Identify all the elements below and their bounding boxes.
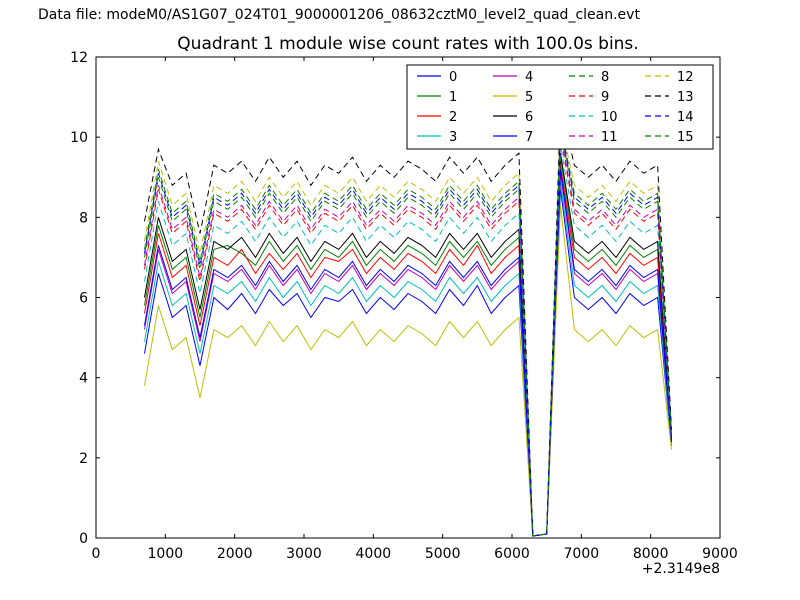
legend-item-14: 14 [645,110,694,125]
legend-label: 1 [449,90,457,105]
legend-label: 10 [601,110,618,125]
legend-item-0: 0 [417,70,457,85]
legend-label: 2 [449,110,457,125]
series-line-11 [144,133,672,537]
legend-item-10: 10 [569,110,618,125]
series-line-1 [144,157,672,537]
legend-label: 14 [677,110,694,125]
legend-label: 0 [449,70,457,85]
x-tick-label: 3000 [286,546,322,562]
data-file-header: Data file: modeM0/AS1G07_024T01_90000012… [38,7,640,23]
series-line-5 [144,205,672,537]
legend-item-1: 1 [417,90,457,105]
y-tick-label: 2 [79,451,88,467]
x-tick-label: 0 [92,546,101,562]
legend-item-12: 12 [645,70,694,85]
series-line-13 [144,104,672,537]
legend-label: 12 [677,70,694,85]
x-tick-label: 5000 [425,546,461,562]
legend-label: 9 [601,90,609,105]
chart-title: Quadrant 1 module wise count rates with … [177,34,639,54]
x-tick-label: 4000 [356,546,392,562]
legend-item-9: 9 [569,90,609,105]
legend-box [406,64,714,150]
y-tick-label: 10 [70,130,88,146]
legend-item-15: 15 [645,130,694,145]
legend-label: 5 [525,90,533,105]
x-axis-offset-label: +2.3149e8 [641,561,720,577]
x-tick-label: 7000 [564,546,600,562]
legend-item-4: 4 [493,70,533,85]
legend-label: 15 [677,130,694,145]
legend-label: 7 [525,130,533,145]
legend-item-7: 7 [493,130,533,145]
x-axis: 0 1000 2000 3000 4000 5000 6000 7000 8000 9000 [92,57,738,562]
series-line-0 [144,189,672,537]
series-line-3 [144,181,672,537]
legend-item-8: 8 [569,70,609,85]
legend-item-3: 3 [417,130,457,145]
y-tick-label: 8 [79,210,88,226]
legend-item-11: 11 [569,130,618,145]
series-line-2 [144,165,672,537]
series-line-9 [144,137,672,537]
series-lines [144,104,672,537]
legend-label: 8 [601,70,609,85]
legend-item-13: 13 [645,90,694,105]
y-tick-label: 4 [79,371,88,387]
legend-label: 4 [525,70,533,85]
legend-item-2: 2 [417,110,457,125]
x-tick-label: 9000 [702,546,738,562]
legend-label: 11 [601,130,618,145]
series-line-7 [144,169,672,537]
x-tick-label: 2000 [217,546,253,562]
x-tick-label: 8000 [633,546,669,562]
legend-label: 6 [525,110,533,125]
x-tick-label: 6000 [494,546,530,562]
legend-label: 13 [677,90,694,105]
legend-item-5: 5 [493,90,533,105]
series-line-14 [144,129,672,537]
y-tick-label: 12 [70,50,88,66]
series-line-6 [144,153,672,537]
legend-label: 3 [449,130,457,145]
legend-item-6: 6 [493,110,533,125]
series-line-4 [144,173,672,537]
y-tick-label: 6 [79,291,88,307]
y-tick-label: 0 [79,531,88,547]
x-tick-label: 1000 [148,546,184,562]
